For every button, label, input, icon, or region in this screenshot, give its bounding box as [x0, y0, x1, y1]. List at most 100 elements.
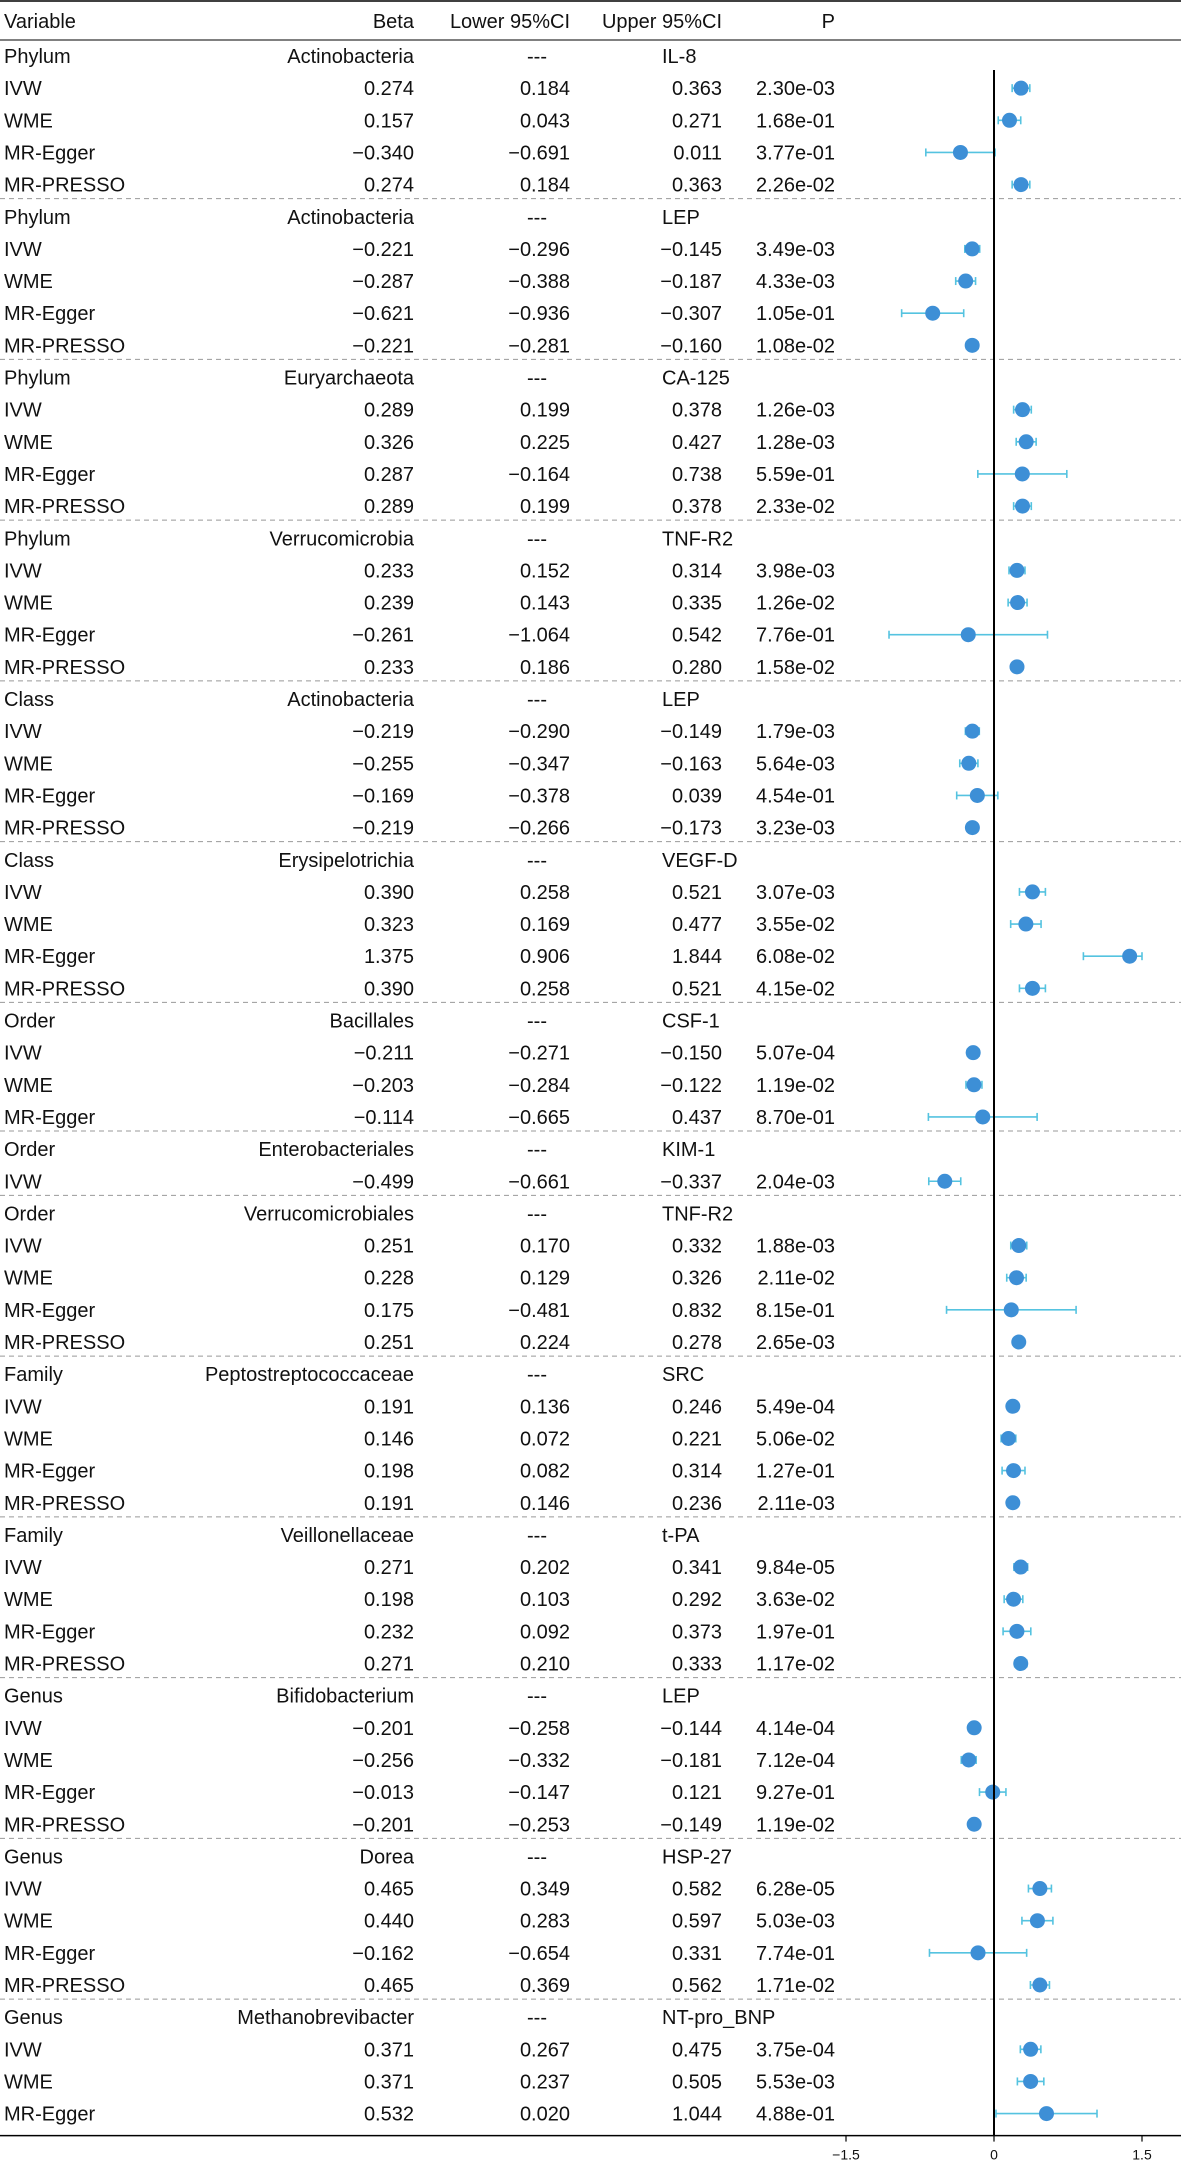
- row-p: 9.27e-01: [756, 1782, 835, 1804]
- group-taxon: Veillonellaceae: [281, 1525, 414, 1547]
- point-estimate: [961, 755, 977, 771]
- row-upper: −0.145: [660, 239, 722, 261]
- group-level: Order: [4, 1011, 55, 1033]
- group-taxon: Euryarchaeota: [284, 368, 415, 390]
- x-tick-label: 0: [990, 2147, 998, 2163]
- row-method: MR-PRESSO: [4, 496, 125, 518]
- row-p: 6.08e-02: [756, 946, 835, 968]
- group-level: Genus: [4, 1846, 63, 1868]
- group-dash: ---: [527, 1203, 547, 1225]
- group-outcome: SRC: [662, 1364, 704, 1386]
- row-p: 1.79e-03: [756, 721, 835, 743]
- point-estimate: [1005, 1398, 1021, 1414]
- row-upper: 0.542: [672, 625, 722, 647]
- group-outcome: TNF-R2: [662, 528, 733, 550]
- point-estimate: [1006, 1463, 1022, 1479]
- row-p: 8.15e-01: [756, 1300, 835, 1322]
- row-beta: −0.261: [352, 625, 414, 647]
- row-p: 5.49e-04: [756, 1396, 835, 1418]
- group-outcome: CSF-1: [662, 1011, 720, 1033]
- row-p: 4.54e-01: [756, 785, 835, 807]
- row-p: 2.11e-02: [758, 1268, 835, 1290]
- row-p: 3.55e-02: [756, 914, 835, 936]
- row-lower: 0.258: [520, 978, 570, 1000]
- group-dash: ---: [527, 1139, 547, 1161]
- row-lower: 0.072: [520, 1428, 570, 1450]
- row-beta: 0.465: [364, 1879, 414, 1901]
- row-beta: 0.326: [364, 432, 414, 454]
- row-lower: −0.281: [508, 335, 570, 357]
- point-estimate: [966, 1816, 982, 1832]
- row-method: WME: [4, 1750, 53, 1772]
- row-lower: 0.237: [520, 2071, 570, 2093]
- row-upper: 0.314: [672, 1461, 722, 1483]
- row-method: MR-Egger: [4, 303, 95, 325]
- row-method: MR-PRESSO: [4, 657, 125, 679]
- row-lower: 0.258: [520, 882, 570, 904]
- row-lower: −0.147: [508, 1782, 570, 1804]
- row-upper: 0.475: [672, 2039, 722, 2061]
- row-method: MR-Egger: [4, 785, 95, 807]
- row-beta: 0.233: [364, 560, 414, 582]
- row-method: WME: [4, 271, 53, 293]
- row-lower: 0.136: [520, 1396, 570, 1418]
- point-estimate: [1015, 498, 1031, 514]
- row-beta: 0.465: [364, 1975, 414, 1997]
- point-estimate: [1029, 1913, 1045, 1929]
- row-beta: 0.440: [364, 1911, 414, 1933]
- row-beta: −0.221: [352, 335, 414, 357]
- row-lower: −0.661: [508, 1171, 570, 1193]
- group-level: Class: [4, 850, 54, 872]
- point-estimate: [1032, 1977, 1048, 1993]
- row-beta: 0.371: [364, 2039, 414, 2061]
- row-lower: −0.284: [508, 1075, 570, 1097]
- row-method: IVW: [4, 1171, 42, 1193]
- row-lower: 0.283: [520, 1911, 570, 1933]
- group-outcome: LEP: [662, 689, 700, 711]
- group-outcome: NT-pro_BNP: [662, 2007, 775, 2029]
- point-estimate: [1024, 980, 1040, 996]
- row-lower: 0.082: [520, 1461, 570, 1483]
- group-dash: ---: [527, 207, 547, 229]
- row-lower: −0.332: [508, 1750, 570, 1772]
- row-method: IVW: [4, 239, 42, 261]
- row-upper: 0.326: [672, 1268, 722, 1290]
- row-beta: 0.198: [364, 1461, 414, 1483]
- row-lower: −0.258: [508, 1718, 570, 1740]
- row-p: 1.28e-03: [756, 432, 835, 454]
- row-beta: 0.191: [364, 1396, 414, 1418]
- row-lower: −0.654: [508, 1943, 570, 1965]
- row-upper: 0.221: [672, 1428, 722, 1450]
- row-upper: 0.521: [672, 882, 722, 904]
- group-dash: ---: [527, 850, 547, 872]
- row-beta: −0.255: [352, 753, 414, 775]
- group-level: Order: [4, 1203, 55, 1225]
- row-p: 5.59e-01: [756, 464, 835, 486]
- row-upper: 0.271: [672, 110, 722, 132]
- row-method: IVW: [4, 882, 42, 904]
- row-p: 5.07e-04: [756, 1043, 835, 1065]
- group-level: Order: [4, 1139, 55, 1161]
- row-upper: 0.373: [672, 1621, 722, 1643]
- row-lower: −0.253: [508, 1814, 570, 1836]
- group-dash: ---: [527, 1011, 547, 1033]
- point-estimate: [966, 1077, 982, 1093]
- rows-layer: Phylum Actinobacteria --- IL-8 IVW 0.274 0.184…: [0, 46, 1181, 2126]
- row-p: 3.49e-03: [756, 239, 835, 261]
- row-method: MR-Egger: [4, 625, 95, 647]
- row-method: MR-Egger: [4, 1782, 95, 1804]
- group-outcome: LEP: [662, 1686, 700, 1708]
- row-beta: 0.191: [364, 1493, 414, 1515]
- row-p: 9.84e-05: [756, 1557, 835, 1579]
- row-p: 5.06e-02: [756, 1428, 835, 1450]
- row-upper: 0.331: [672, 1943, 722, 1965]
- row-beta: 0.274: [364, 175, 414, 197]
- row-lower: 0.202: [520, 1557, 570, 1579]
- row-beta: 0.198: [364, 1589, 414, 1611]
- point-estimate: [1003, 1302, 1019, 1318]
- group-dash: ---: [527, 368, 547, 390]
- row-lower: 0.369: [520, 1975, 570, 1997]
- group-dash: ---: [527, 1364, 547, 1386]
- header-upper: Upper 95%CI: [602, 11, 722, 33]
- group-outcome: TNF-R2: [662, 1203, 733, 1225]
